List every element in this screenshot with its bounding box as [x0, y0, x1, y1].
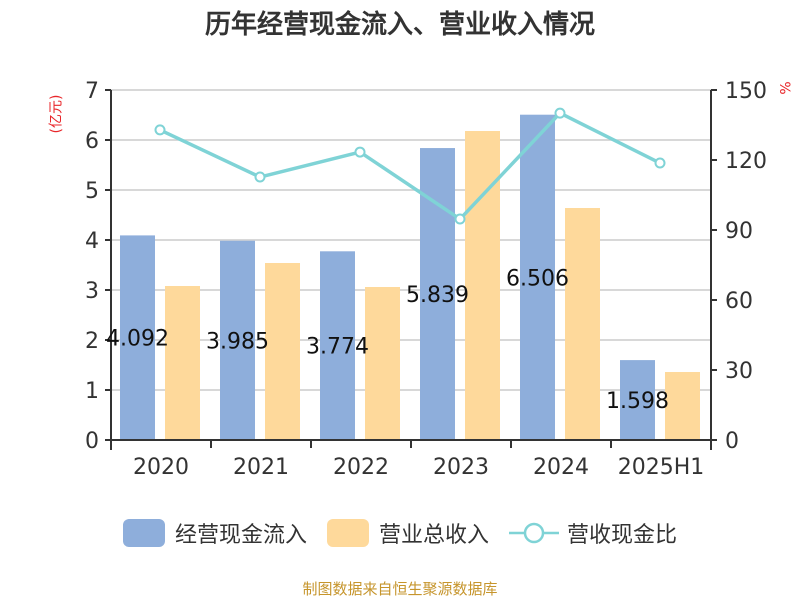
x-tick-label: 2020	[133, 455, 189, 480]
y-tick-label: 3	[85, 279, 99, 304]
y2-tick-label: 30	[725, 359, 753, 384]
ratio-point	[554, 107, 566, 119]
ratio-point	[354, 146, 366, 158]
data-label: 5.839	[406, 283, 469, 308]
y-tick-label: 4	[85, 229, 99, 254]
y-tick-label: 7	[85, 79, 99, 104]
y-tick-label: 0	[85, 429, 99, 454]
ratio-point	[454, 213, 466, 225]
y-tick-label: 6	[85, 129, 99, 154]
ratio-point	[154, 124, 166, 136]
ratio-line	[159, 111, 661, 221]
cash-inflow-swatch-icon	[122, 519, 165, 547]
legend-label: 经营现金流入	[174, 523, 307, 548]
bar-cash-inflow	[320, 251, 355, 440]
legend-item-ratio[interactable]: 营收现金比	[509, 517, 677, 549]
x-tick-label: 2022	[333, 455, 389, 480]
bar-revenue	[365, 287, 400, 440]
y2-tick-label: 90	[725, 219, 753, 244]
data-label: 3.774	[306, 335, 369, 360]
data-label: 6.506	[506, 266, 569, 291]
line-marker-icon	[509, 522, 559, 544]
bar-cash-inflow	[620, 360, 655, 440]
x-tick-label: 2023	[433, 455, 489, 480]
y-tick-label: 1	[85, 379, 99, 404]
y-tick-label: 5	[85, 179, 99, 204]
legend-item-cash-inflow[interactable]: 经营现金流入	[122, 517, 307, 549]
y-tick-label: 2	[85, 329, 99, 354]
bar-revenue	[465, 131, 500, 440]
bar-revenue	[265, 263, 300, 440]
bar-cash-inflow	[120, 235, 155, 440]
y2-tick-label: 150	[725, 79, 767, 104]
legend-item-revenue[interactable]: 营业总收入	[326, 517, 489, 549]
bar-revenue	[665, 372, 700, 440]
legend-label: 营业总收入	[378, 523, 489, 548]
data-label: 4.092	[106, 327, 169, 352]
bar-cash-inflow	[520, 114, 555, 440]
ratio-point	[254, 171, 266, 183]
x-tick-label: 2021	[233, 455, 289, 480]
data-label: 3.985	[206, 329, 269, 354]
bar-revenue	[165, 286, 200, 440]
source-note: 制图数据来自恒生聚源数据库	[302, 580, 498, 598]
y2-tick-label: 0	[725, 429, 739, 454]
y2-tick-label: 60	[725, 289, 753, 314]
data-label: 1.598	[606, 389, 669, 414]
legend: 经营现金流入 营业总收入 营收现金比	[0, 517, 800, 549]
ratio-point	[654, 157, 666, 169]
chart-title: 历年经营现金流入、营业收入情况	[204, 10, 595, 40]
y2-tick-label: 120	[725, 149, 767, 174]
legend-label: 营收现金比	[567, 523, 678, 548]
bar-revenue	[565, 208, 600, 440]
revenue-swatch-icon	[326, 519, 369, 547]
bar-cash-inflow	[220, 240, 255, 440]
x-tick-label: 2024	[533, 455, 589, 480]
x-tick-label: 2025H1	[618, 455, 705, 480]
